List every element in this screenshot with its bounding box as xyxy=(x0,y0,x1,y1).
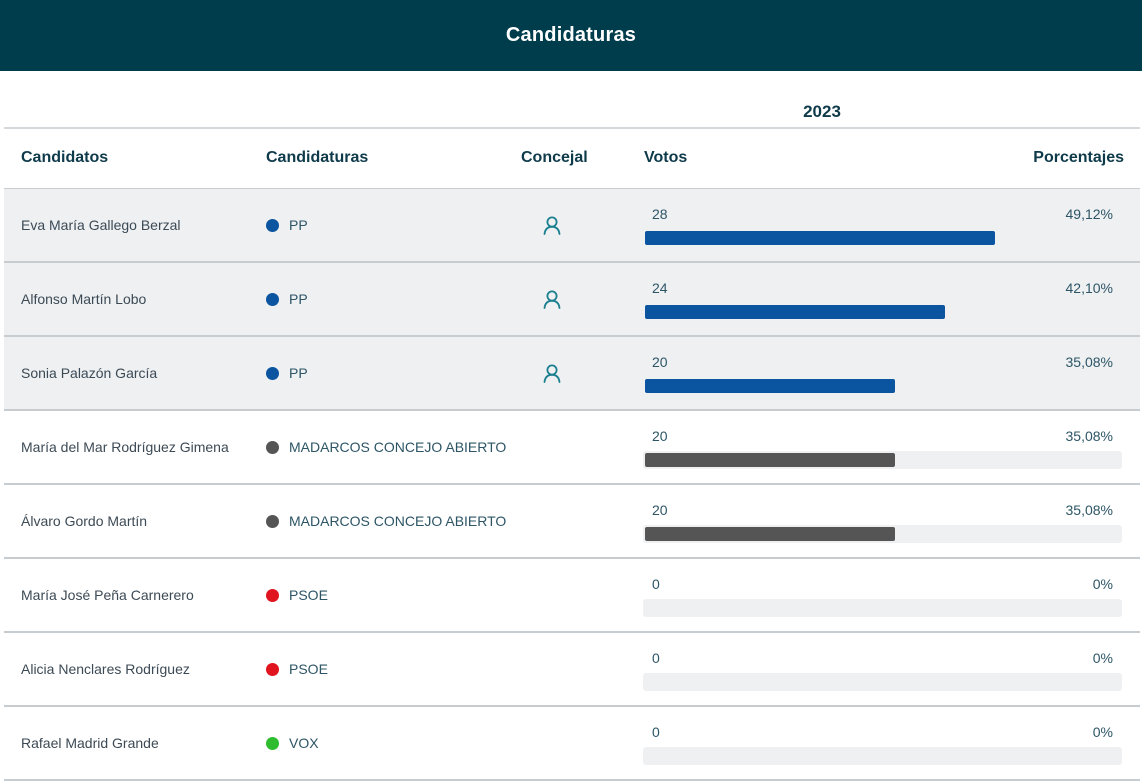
table-row: Álvaro Gordo Martín MADARCOS CONCEJO ABI… xyxy=(4,485,1140,559)
percentage-value: 35,08% xyxy=(1065,354,1113,370)
votes-bar-fill xyxy=(645,231,995,245)
votes-bar-track xyxy=(643,599,1122,617)
candidate-name: Álvaro Gordo Martín xyxy=(21,513,148,529)
party-name: MADARCOS CONCEJO ABIERTO xyxy=(289,439,507,455)
party-cell: PP xyxy=(266,365,308,381)
party-name: PSOE xyxy=(289,661,328,677)
party-cell: MADARCOS CONCEJO ABIERTO xyxy=(266,513,506,529)
votes-bar-track xyxy=(643,673,1122,691)
councillor-user-icon xyxy=(542,215,562,235)
party-name: PSOE xyxy=(289,587,328,603)
councillor-user-icon xyxy=(542,289,562,309)
party-color-dot xyxy=(266,662,279,676)
votes-bar-fill xyxy=(645,527,895,541)
party-color-dot xyxy=(266,588,279,602)
party-color-dot xyxy=(266,514,279,528)
percentage-value: 0% xyxy=(1092,724,1113,740)
votes-value: 20 xyxy=(652,428,668,444)
candidate-name: María José Peña Carnerero xyxy=(21,587,194,603)
party-name: VOX xyxy=(289,735,319,751)
percentage-value: 35,08% xyxy=(1065,428,1113,444)
column-header-candidaturas: Candidaturas xyxy=(266,149,369,166)
party-color-dot xyxy=(266,366,279,380)
votes-bar-fill xyxy=(645,453,895,467)
party-cell: MADARCOS CONCEJO ABIERTO xyxy=(266,439,506,455)
votes-bar-track xyxy=(643,451,1122,469)
party-name: PP xyxy=(289,217,308,233)
party-cell: VOX xyxy=(266,735,319,751)
party-color-dot xyxy=(266,440,279,454)
column-header-votos: Votos xyxy=(644,149,688,166)
votes-bar-track xyxy=(643,229,1122,247)
page-title: Candidaturas xyxy=(505,24,637,46)
percentage-value: 35,08% xyxy=(1065,502,1113,518)
candidate-name: Rafael Madrid Grande xyxy=(21,735,159,751)
votes-value: 20 xyxy=(652,502,668,518)
party-color-dot xyxy=(266,218,279,232)
divider xyxy=(4,127,1140,129)
votes-bar-fill xyxy=(645,305,945,319)
candidate-name: Alicia Nenclares Rodríguez xyxy=(21,661,190,677)
votes-value: 20 xyxy=(652,354,668,370)
table-row: Eva María Gallego Berzal PP 28 49,12% xyxy=(4,189,1140,263)
votes-bar-track xyxy=(643,377,1122,395)
votes-value: 0 xyxy=(652,576,660,592)
table-row: Rafael Madrid Grande VOX 0 0% xyxy=(4,707,1140,781)
party-name: MADARCOS CONCEJO ABIERTO xyxy=(289,513,507,529)
table-row: Sonia Palazón García PP 20 35,08% xyxy=(4,337,1140,411)
column-header-porcentajes: Porcentajes xyxy=(1033,149,1124,166)
votes-value: 0 xyxy=(652,650,660,666)
candidate-name: Eva María Gallego Berzal xyxy=(21,217,181,233)
table-header: Candidatos Candidaturas Concejal Votos P… xyxy=(4,127,1140,190)
councillor-user-icon xyxy=(542,363,562,383)
party-cell: PP xyxy=(266,291,308,307)
percentage-value: 0% xyxy=(1092,576,1113,592)
party-cell: PSOE xyxy=(266,587,328,603)
percentage-value: 0% xyxy=(1092,650,1113,666)
percentage-value: 49,12% xyxy=(1065,206,1113,222)
results-table: Eva María Gallego Berzal PP 28 49,12% Al… xyxy=(4,189,1140,781)
column-header-concejal: Concejal xyxy=(521,149,588,166)
percentage-value: 42,10% xyxy=(1065,280,1113,296)
candidate-name: Alfonso Martín Lobo xyxy=(21,291,147,307)
party-name: PP xyxy=(289,291,308,307)
votes-bar-track xyxy=(643,303,1122,321)
candidate-name: María del Mar Rodríguez Gimena xyxy=(21,439,229,455)
votes-value: 24 xyxy=(652,280,668,296)
table-row: Alfonso Martín Lobo PP 24 42,10% xyxy=(4,263,1140,337)
page-header: Candidaturas xyxy=(0,0,1142,71)
candidate-name: Sonia Palazón García xyxy=(21,365,158,381)
party-color-dot xyxy=(266,292,279,306)
column-header-candidatos: Candidatos xyxy=(21,149,109,166)
party-name: PP xyxy=(289,365,308,381)
votes-bar-track xyxy=(643,525,1122,543)
votes-value: 28 xyxy=(652,206,668,222)
party-cell: PSOE xyxy=(266,661,328,677)
party-color-dot xyxy=(266,736,279,750)
table-row: María José Peña Carnerero PSOE 0 0% xyxy=(4,559,1140,633)
votes-bar-track xyxy=(643,747,1122,765)
party-cell: PP xyxy=(266,217,308,233)
votes-value: 0 xyxy=(652,724,660,740)
year-label: 2023 xyxy=(803,102,841,121)
table-row: María del Mar Rodríguez Gimena MADARCOS … xyxy=(4,411,1140,485)
table-row: Alicia Nenclares Rodríguez PSOE 0 0% xyxy=(4,633,1140,707)
votes-bar-fill xyxy=(645,379,895,393)
